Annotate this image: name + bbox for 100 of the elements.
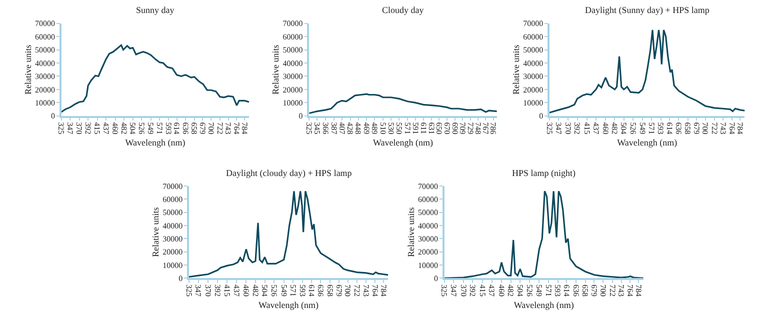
y-tick-label: 30000 bbox=[418, 234, 438, 244]
x-tick-label: 571 bbox=[402, 122, 412, 134]
y-tick-label: 50000 bbox=[523, 46, 544, 55]
x-tick-label: 743 bbox=[224, 122, 233, 134]
x-tick-label: 614 bbox=[562, 284, 572, 297]
x-tick-label: 722 bbox=[215, 122, 224, 134]
x-tick-label: 370 bbox=[203, 284, 212, 297]
x-tick-label: 345 bbox=[312, 122, 322, 134]
x-tick-label: 347 bbox=[66, 122, 75, 134]
chart-title: Sunny day bbox=[136, 5, 175, 15]
x-tick-label: 722 bbox=[608, 284, 617, 297]
y-tick-label: 70000 bbox=[282, 19, 303, 28]
y-tick-label: 20000 bbox=[523, 85, 544, 94]
y-tick-label: 50000 bbox=[418, 208, 438, 218]
x-tick-label: 325 bbox=[184, 284, 194, 297]
x-axis-title: Wavelengh (nm) bbox=[617, 138, 678, 148]
x-tick-label: 748 bbox=[474, 122, 483, 134]
x-tick-label: 392 bbox=[212, 284, 222, 297]
x-tick-label: 504 bbox=[260, 284, 270, 297]
chart-title: Daylight (Sunny day) + HPS lamp bbox=[585, 5, 710, 15]
y-tick-label: 30000 bbox=[162, 234, 183, 244]
x-tick-label: 764 bbox=[232, 122, 242, 134]
x-tick-label: 437 bbox=[101, 122, 110, 134]
y-tick-label: 70000 bbox=[418, 182, 438, 191]
y-tick-label: 50000 bbox=[162, 208, 183, 218]
y-tick-label: 40000 bbox=[282, 58, 303, 68]
x-tick-label: 392 bbox=[468, 284, 478, 297]
x-tick-label: 469 bbox=[362, 122, 372, 134]
y-tick-label: 10000 bbox=[162, 260, 183, 270]
x-tick-label: 690 bbox=[450, 122, 460, 134]
x-tick-label: 530 bbox=[386, 122, 396, 134]
x-tick-label: 392 bbox=[572, 122, 582, 134]
x-tick-label: 658 bbox=[580, 284, 590, 297]
x-tick-label: 549 bbox=[279, 284, 288, 297]
y-tick-label: 30000 bbox=[523, 72, 544, 82]
y-tick-label: 10000 bbox=[418, 260, 438, 270]
x-tick-label: 325 bbox=[304, 122, 314, 134]
x-tick-label: 504 bbox=[516, 284, 525, 297]
y-tick-label: 30000 bbox=[34, 72, 55, 82]
y-tick-label: 60000 bbox=[34, 32, 55, 42]
y-tick-label: 70000 bbox=[162, 182, 183, 191]
x-tick-label: 460 bbox=[600, 122, 610, 134]
x-tick-label: 784 bbox=[378, 284, 388, 297]
y-tick-label: 60000 bbox=[282, 32, 303, 42]
x-tick-label: 448 bbox=[354, 122, 363, 134]
y-axis-title: Relative units bbox=[510, 44, 521, 94]
y-tick-label: 0 bbox=[178, 274, 183, 284]
x-tick-label: 482 bbox=[250, 284, 260, 297]
x-tick-label: 679 bbox=[692, 122, 701, 134]
x-tick-label: 709 bbox=[458, 122, 467, 134]
x-tick-label: 392 bbox=[83, 122, 92, 134]
x-tick-label: 482 bbox=[610, 122, 620, 134]
x-tick-label: 550 bbox=[394, 122, 404, 134]
x-tick-label: 670 bbox=[442, 122, 452, 134]
x-tick-label: 571 bbox=[288, 284, 298, 297]
x-tick-label: 482 bbox=[506, 284, 516, 297]
x-tick-label: 437 bbox=[232, 284, 241, 297]
line-series bbox=[61, 44, 250, 113]
x-tick-label: 460 bbox=[496, 284, 506, 297]
y-tick-label: 0 bbox=[434, 274, 438, 284]
x-tick-label: 764 bbox=[370, 284, 380, 297]
y-tick-label: 50000 bbox=[34, 46, 55, 55]
y-tick-label: 40000 bbox=[418, 221, 438, 230]
y-axis-title: Relative units bbox=[406, 206, 416, 257]
line-series bbox=[549, 29, 745, 114]
x-tick-label: 571 bbox=[647, 122, 656, 134]
x-tick-label: 387 bbox=[329, 122, 338, 134]
x-tick-label: 366 bbox=[320, 122, 330, 134]
x-tick-label: 347 bbox=[554, 122, 564, 134]
x-tick-label: 764 bbox=[626, 284, 635, 297]
x-tick-label: 764 bbox=[727, 122, 736, 134]
x-tick-label: 593 bbox=[656, 122, 666, 134]
y-tick-label: 10000 bbox=[523, 98, 544, 108]
x-tick-label: 614 bbox=[306, 284, 316, 297]
line-series bbox=[309, 93, 497, 114]
x-tick-label: 700 bbox=[343, 284, 352, 297]
x-tick-label: 784 bbox=[240, 122, 250, 134]
x-tick-label: 636 bbox=[316, 284, 326, 297]
x-tick-label: 325 bbox=[440, 284, 449, 297]
x-tick-label: 415 bbox=[222, 284, 232, 297]
x-tick-label: 407 bbox=[337, 122, 346, 134]
x-tick-label: 611 bbox=[418, 122, 428, 134]
y-tick-label: 0 bbox=[50, 112, 55, 121]
y-tick-label: 70000 bbox=[34, 19, 55, 28]
x-tick-label: 722 bbox=[352, 284, 362, 297]
x-tick-label: 347 bbox=[449, 284, 458, 297]
x-tick-label: 631 bbox=[426, 122, 436, 134]
x-axis-title: Wavelengh (nm) bbox=[373, 138, 434, 148]
x-tick-label: 786 bbox=[488, 122, 498, 134]
y-axis-title: Relative units bbox=[150, 206, 160, 257]
x-tick-label: 636 bbox=[571, 284, 580, 297]
x-tick-label: 415 bbox=[582, 122, 592, 134]
x-tick-label: 658 bbox=[683, 122, 692, 134]
x-tick-label: 593 bbox=[164, 122, 173, 134]
y-tick-label: 0 bbox=[298, 112, 303, 121]
x-tick-label: 526 bbox=[137, 122, 146, 134]
y-tick-label: 20000 bbox=[282, 85, 303, 94]
x-tick-label: 571 bbox=[544, 284, 553, 297]
x-tick-label: 370 bbox=[74, 122, 84, 134]
y-tick-label: 40000 bbox=[523, 58, 544, 68]
